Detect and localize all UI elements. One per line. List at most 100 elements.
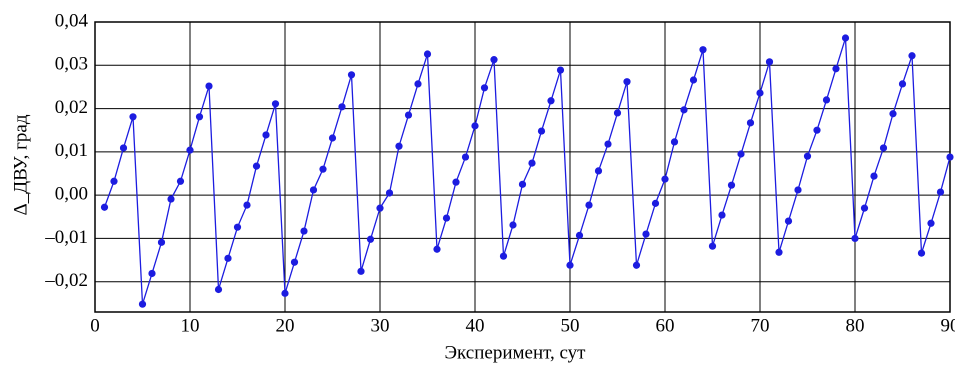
data-point xyxy=(319,166,326,173)
y-tick-label: 0,02 xyxy=(55,97,88,118)
x-tick-label: 0 xyxy=(90,315,100,336)
data-point xyxy=(709,243,716,250)
data-point xyxy=(281,290,288,297)
data-point xyxy=(604,140,611,147)
x-tick-label: 10 xyxy=(181,315,200,336)
data-point xyxy=(272,100,279,107)
data-point xyxy=(794,186,801,193)
data-point xyxy=(120,144,127,151)
data-point xyxy=(101,204,108,211)
data-point xyxy=(348,71,355,78)
data-point xyxy=(937,189,944,196)
data-point xyxy=(357,268,364,275)
data-point xyxy=(775,249,782,256)
data-point xyxy=(747,119,754,126)
data-point xyxy=(481,84,488,91)
data-point xyxy=(490,56,497,63)
y-axis-title: Δ_ДВУ, град xyxy=(10,114,31,215)
x-tick-label: 70 xyxy=(751,315,770,336)
data-point xyxy=(728,182,735,189)
data-point xyxy=(538,127,545,134)
data-point xyxy=(737,150,744,157)
data-point xyxy=(842,34,849,41)
data-point xyxy=(614,109,621,116)
data-point xyxy=(395,143,402,150)
data-point xyxy=(414,80,421,87)
data-point xyxy=(519,181,526,188)
data-point xyxy=(851,235,858,242)
data-point xyxy=(262,131,269,138)
data-point xyxy=(813,127,820,134)
data-point xyxy=(386,189,393,196)
data-point xyxy=(338,103,345,110)
data-point xyxy=(699,46,706,53)
data-point xyxy=(291,259,298,266)
y-tick-label: 0,03 xyxy=(55,54,88,75)
y-tick-label: 0,01 xyxy=(55,140,88,161)
data-point xyxy=(766,58,773,65)
data-point xyxy=(918,250,925,257)
data-point xyxy=(946,153,953,160)
data-point xyxy=(889,110,896,117)
data-point xyxy=(633,262,640,269)
data-point xyxy=(243,201,250,208)
data-point xyxy=(462,153,469,160)
y-tick-label: –0,01 xyxy=(44,227,88,248)
data-point xyxy=(110,178,117,185)
data-point xyxy=(139,301,146,308)
x-axis-title: Эксперимент, сут xyxy=(445,342,587,363)
data-point xyxy=(300,227,307,234)
data-point xyxy=(756,89,763,96)
data-point xyxy=(500,253,507,260)
data-point xyxy=(861,205,868,212)
data-point xyxy=(566,262,573,269)
data-point xyxy=(661,176,668,183)
data-point xyxy=(652,200,659,207)
data-point xyxy=(832,65,839,72)
data-point xyxy=(509,221,516,228)
data-point xyxy=(718,211,725,218)
data-point xyxy=(671,138,678,145)
data-point xyxy=(528,160,535,167)
data-point xyxy=(376,205,383,212)
data-point xyxy=(234,224,241,231)
x-tick-label: 90 xyxy=(941,315,955,336)
data-point xyxy=(680,106,687,113)
data-point xyxy=(224,255,231,262)
data-point xyxy=(215,286,222,293)
x-tick-label: 80 xyxy=(846,315,865,336)
data-point xyxy=(148,270,155,277)
data-point xyxy=(870,172,877,179)
data-point xyxy=(880,144,887,151)
x-tick-label: 50 xyxy=(561,315,580,336)
data-point xyxy=(329,134,336,141)
x-tick-label: 40 xyxy=(466,315,485,336)
data-point xyxy=(642,230,649,237)
data-point xyxy=(367,236,374,243)
data-point xyxy=(927,220,934,227)
data-point xyxy=(196,113,203,120)
y-tick-label: 0,00 xyxy=(55,183,88,204)
data-point xyxy=(158,239,165,246)
data-point xyxy=(804,153,811,160)
data-point xyxy=(908,52,915,59)
data-point xyxy=(547,97,554,104)
series-line xyxy=(105,38,951,304)
data-point xyxy=(557,66,564,73)
x-tick-label: 30 xyxy=(371,315,390,336)
data-point xyxy=(585,201,592,208)
data-point xyxy=(899,80,906,87)
data-point xyxy=(823,96,830,103)
data-point xyxy=(690,76,697,83)
data-point xyxy=(167,195,174,202)
data-point xyxy=(443,214,450,221)
data-point xyxy=(253,163,260,170)
data-point xyxy=(785,218,792,225)
x-tick-label: 60 xyxy=(656,315,675,336)
data-point xyxy=(433,246,440,253)
data-point xyxy=(310,186,317,193)
data-point xyxy=(405,111,412,118)
data-point xyxy=(471,122,478,129)
data-point xyxy=(177,178,184,185)
data-point xyxy=(129,113,136,120)
